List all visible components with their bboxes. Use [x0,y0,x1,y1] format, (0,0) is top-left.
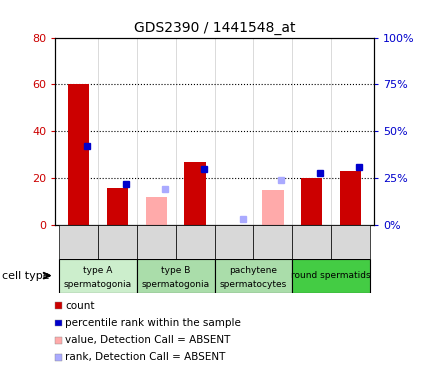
Bar [59,259,137,292]
Text: spermatogonia: spermatogonia [64,280,132,289]
Bar [59,225,98,259]
Bar [292,225,331,259]
Title: GDS2390 / 1441548_at: GDS2390 / 1441548_at [134,21,295,35]
Text: value, Detection Call = ABSENT: value, Detection Call = ABSENT [65,335,230,345]
Text: round spermatids: round spermatids [292,271,371,280]
Bar [215,259,292,292]
Text: type B: type B [161,266,190,275]
Text: count: count [65,301,94,310]
Text: cell type: cell type [2,271,50,280]
Text: spermatogonia: spermatogonia [142,280,210,289]
Text: percentile rank within the sample: percentile rank within the sample [65,318,241,328]
Text: pachytene: pachytene [230,266,278,275]
Bar [184,162,206,225]
Bar [262,190,283,225]
Bar [98,225,137,259]
Bar [176,225,215,259]
Bar [68,84,89,225]
Bar [331,225,370,259]
Bar [107,188,128,225]
Text: type A: type A [83,266,113,275]
Bar [146,197,167,225]
Bar [301,178,323,225]
Bar [215,225,253,259]
Text: rank, Detection Call = ABSENT: rank, Detection Call = ABSENT [65,352,225,362]
Bar [253,225,292,259]
Bar [292,259,370,292]
Bar [137,225,176,259]
Bar [137,259,215,292]
Bar [340,171,361,225]
Text: spermatocytes: spermatocytes [220,280,287,289]
